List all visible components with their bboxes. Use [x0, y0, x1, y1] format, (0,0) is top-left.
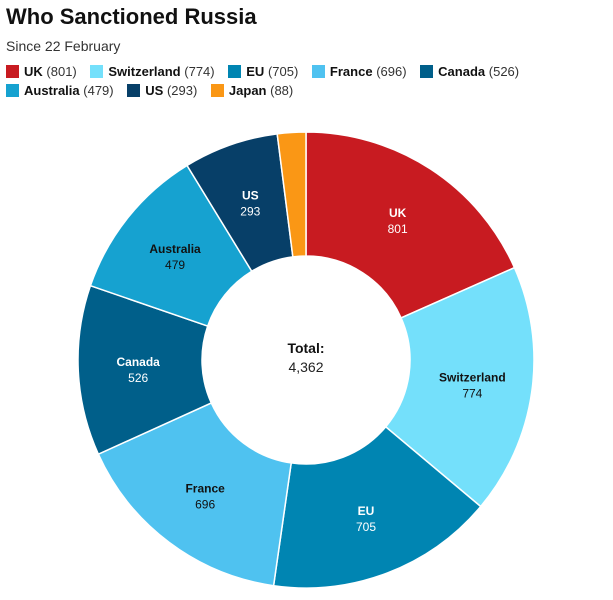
slice-label-name-uk: UK — [389, 206, 407, 220]
legend-value-canada: (526) — [488, 64, 520, 79]
legend-item-canada: Canada (526) — [420, 64, 519, 80]
slice-label-name-france: France — [185, 481, 225, 495]
slice-label-value-uk: 801 — [388, 222, 408, 236]
legend-swatch-us — [127, 84, 141, 97]
legend-swatch-eu — [228, 65, 242, 78]
legend-item-australia: Australia (479) — [6, 83, 114, 99]
legend-item-eu: EU (705) — [228, 64, 298, 80]
legend-swatch-switzerland — [90, 65, 104, 78]
legend-value-us: (293) — [166, 83, 198, 98]
slice-label-name-eu: EU — [358, 504, 375, 518]
legend-swatch-canada — [420, 65, 434, 78]
legend-value-france: (696) — [376, 64, 407, 79]
center-total-value: 4,362 — [288, 359, 323, 375]
legend-name-uk: UK — [24, 64, 43, 79]
slice-label-value-switzerland: 774 — [462, 387, 482, 401]
slice-labels: UK 801 Switzerland 774 EU 705 France 696 Canada 5… — [117, 188, 506, 533]
legend-value-japan: (88) — [270, 83, 294, 98]
legend-value-uk: (801) — [46, 64, 77, 79]
legend-name-france: France — [329, 64, 373, 79]
legend-swatch-france — [311, 65, 325, 78]
slice-france — [97, 401, 293, 587]
legend-item-uk: UK (801) — [6, 64, 77, 80]
legend-value-switzerland: (774) — [184, 64, 215, 79]
legend-name-switzerland: Switzerland — [108, 64, 181, 79]
slice-label-name-us: US — [242, 188, 259, 202]
donut-slices — [77, 131, 535, 589]
chart-title: Who Sanctioned Russia — [6, 4, 257, 29]
slice-label-value-canada: 526 — [128, 371, 148, 385]
legend-name-japan: Japan — [228, 83, 267, 98]
slice-label-name-switzerland: Switzerland — [439, 371, 506, 385]
center-total-label: Total: — [287, 340, 324, 356]
legend-item-switzerland: Switzerland (774) — [90, 64, 215, 80]
legend-name-eu: EU — [246, 64, 265, 79]
legend-name-australia: Australia — [24, 83, 80, 98]
legend-name-us: US — [145, 83, 164, 98]
slice-label-value-france: 696 — [195, 497, 215, 511]
slice-eu — [272, 425, 482, 589]
chart-subtitle: Since 22 February — [6, 38, 121, 54]
legend-value-australia: (479) — [83, 83, 114, 98]
slice-label-name-canada: Canada — [117, 355, 161, 369]
legend: UK (801) Switzerland (774) EU (705) Fran… — [6, 64, 606, 102]
legend-name-canada: Canada — [438, 64, 486, 79]
legend-item-japan: Japan (88) — [210, 83, 294, 99]
legend-value-eu: (705) — [267, 64, 299, 79]
legend-item-france: France (696) — [311, 64, 407, 80]
slice-label-value-australia: 479 — [165, 258, 185, 272]
slice-japan — [276, 131, 307, 258]
slice-label-name-australia: Australia — [149, 242, 201, 256]
donut-chart: UK 801 Switzerland 774 EU 705 France 696 Canada 5… — [77, 131, 535, 589]
legend-swatch-japan — [210, 84, 224, 97]
legend-item-us: US (293) — [127, 83, 197, 99]
legend-swatch-australia — [6, 84, 19, 97]
slice-switzerland — [384, 266, 535, 508]
slice-uk — [305, 131, 516, 319]
legend-swatch-uk — [6, 65, 19, 78]
slice-label-value-eu: 705 — [356, 520, 376, 534]
slice-label-value-us: 293 — [240, 204, 260, 218]
